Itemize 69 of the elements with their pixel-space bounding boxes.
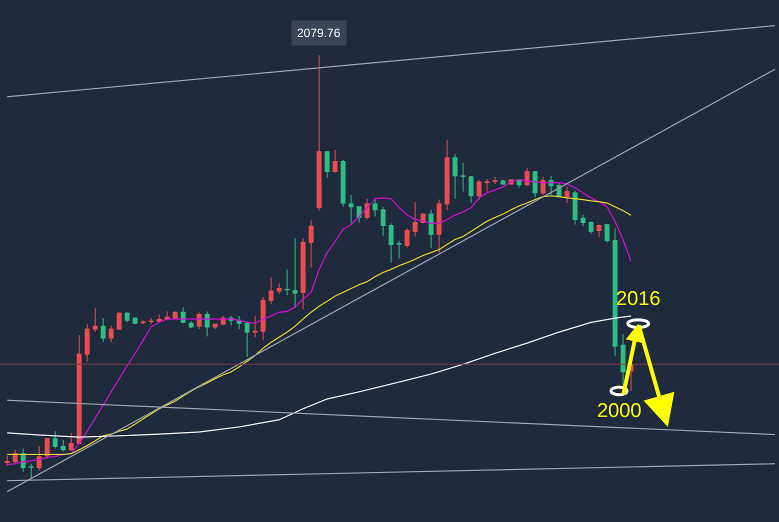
- candlestick: [396, 240, 402, 259]
- annotation: 2079.76: [297, 26, 341, 40]
- candlestick: [132, 316, 138, 325]
- candlestick: [356, 206, 362, 223]
- candlestick: [444, 139, 450, 210]
- candlestick: [180, 306, 186, 324]
- candlestick: [36, 446, 42, 472]
- candlestick: [284, 268, 290, 296]
- candlestick: [292, 238, 298, 308]
- candlestick: [388, 222, 394, 264]
- candlestick: [572, 190, 578, 226]
- candlestick: [28, 463, 34, 480]
- candlestick: [476, 179, 482, 200]
- candlestick: [340, 159, 346, 208]
- candlestick: [44, 437, 50, 460]
- candlestick: [372, 199, 378, 218]
- candlestick: [564, 186, 570, 204]
- candlestick: [596, 224, 602, 238]
- candlestick: [276, 282, 282, 295]
- candlestick: [116, 312, 122, 330]
- candlestick: [268, 277, 274, 305]
- candlestick: [244, 320, 250, 358]
- candlestick: [68, 432, 74, 452]
- candlestick: [588, 220, 594, 234]
- candlestick: [580, 214, 586, 227]
- candlestick: [148, 318, 154, 325]
- candlestick: [12, 449, 18, 464]
- candlestick: [452, 153, 458, 200]
- candlestick: [412, 201, 418, 237]
- candlestick: [124, 312, 130, 323]
- candlestick: [100, 318, 106, 343]
- candlestick: [524, 167, 530, 186]
- candlestick: [540, 176, 546, 196]
- candlestick: [460, 162, 466, 192]
- candlestick: [324, 151, 330, 178]
- candlestick: [4, 455, 10, 466]
- candlestick: [604, 224, 610, 243]
- annotation: 2000: [597, 400, 642, 422]
- candlestick: [468, 175, 474, 204]
- candlestick: [212, 324, 218, 330]
- candlestick: [204, 310, 210, 337]
- candlestick: [620, 334, 626, 386]
- candlestick: [436, 199, 442, 254]
- candlestick: [500, 179, 506, 186]
- candlestick: [380, 206, 386, 236]
- candlestick: [428, 209, 434, 249]
- candlestick: [60, 440, 66, 452]
- candlestick: [172, 310, 178, 319]
- candlestick: [140, 320, 146, 325]
- candlestick: [404, 228, 410, 248]
- candlestick: [332, 149, 338, 174]
- candlestick: [52, 430, 58, 450]
- candlestick: [484, 178, 490, 192]
- candlestick: [108, 324, 114, 343]
- candlestick: [260, 296, 266, 341]
- candlestick: [252, 316, 258, 338]
- candlestick: [188, 320, 194, 329]
- candlestick: [76, 334, 82, 444]
- candlestick: [532, 171, 538, 198]
- candlestick: [492, 176, 498, 184]
- candlestick: [300, 238, 306, 310]
- candlestick: [92, 307, 98, 333]
- candlestick: [156, 314, 162, 323]
- candlestick: [308, 220, 314, 268]
- candlestick: [612, 228, 618, 357]
- candlestick: [316, 54, 322, 212]
- candlestick: [196, 312, 202, 330]
- candlestick: [348, 194, 354, 224]
- candlestick: [84, 324, 90, 362]
